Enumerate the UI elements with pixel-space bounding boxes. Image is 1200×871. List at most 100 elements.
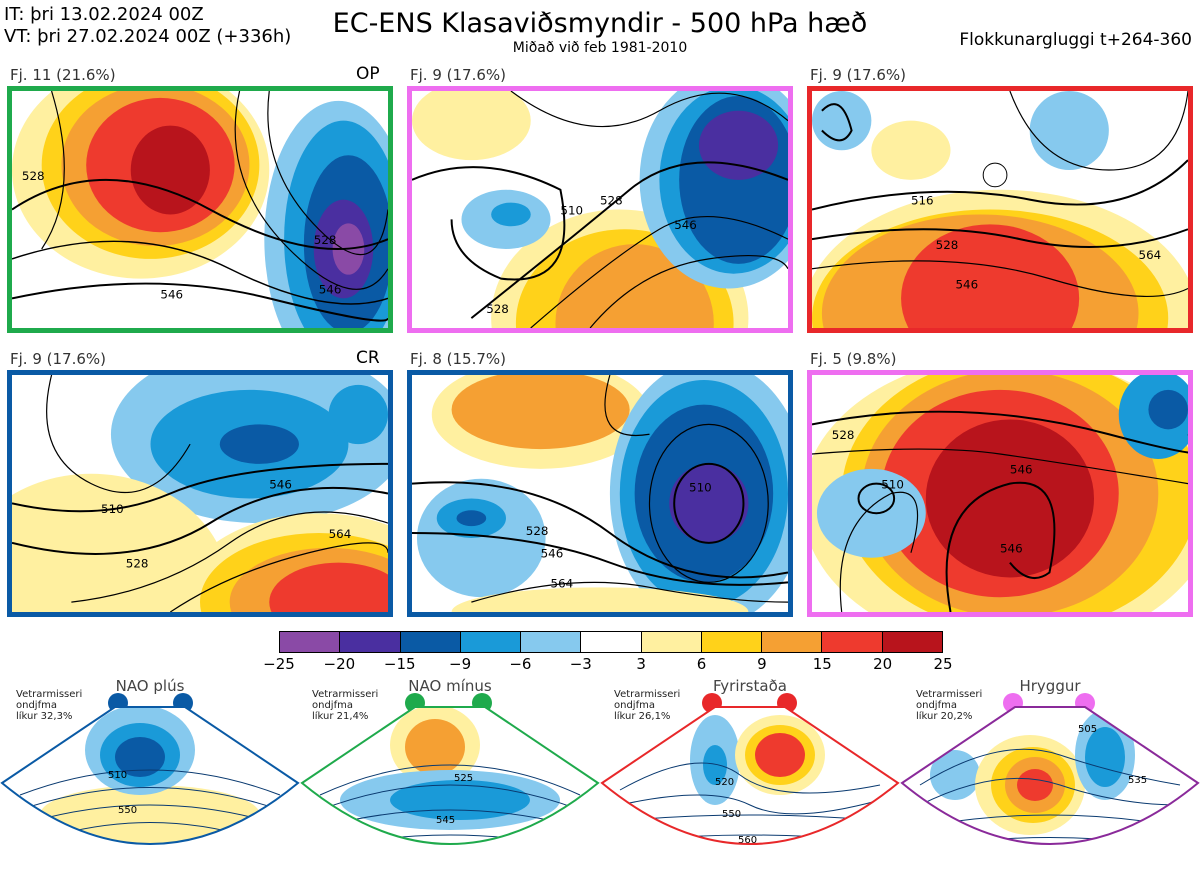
colorbar-swatch xyxy=(641,632,702,652)
contour-label: 510 xyxy=(101,502,124,516)
contour-label: 546 xyxy=(1000,542,1023,556)
regime-note-line: Vetrarmisseri xyxy=(614,689,681,700)
contour-label: 528 xyxy=(126,557,149,571)
contour-label: 528 xyxy=(22,169,45,183)
colorbar-swatch xyxy=(340,632,401,652)
colorbar-tick: 3 xyxy=(636,655,646,673)
cluster-map-6: 528 546 510 546 xyxy=(807,370,1193,617)
regime-map: 510 550 xyxy=(0,706,300,845)
regime-nao-plus: NAO plús Vetrarmisseri ondjfma líkur 32,… xyxy=(0,675,300,871)
colorbar: −25 −20 −15 −9 −6 −3 3 6 9 15 20 25 xyxy=(263,631,953,675)
regime-nao-minus: NAO mínus Vetrarmisseri ondjfma líkur 21… xyxy=(300,675,600,871)
colorbar-tick: −20 xyxy=(323,655,356,673)
contour-label: 546 xyxy=(541,547,564,561)
regime-title: NAO plús xyxy=(115,677,185,695)
contour-label: 545 xyxy=(436,815,455,826)
colorbar-tick: −25 xyxy=(263,655,295,673)
contour-label: 510 xyxy=(108,770,127,781)
colorbar-tick: −9 xyxy=(449,655,472,673)
cluster-map-3: 516 528 546 564 xyxy=(807,86,1193,333)
contour-label: 546 xyxy=(955,278,978,292)
regime-title: Hryggur xyxy=(1019,677,1081,695)
regime-note-line: Vetrarmisseri xyxy=(16,689,83,700)
contour-label: 550 xyxy=(118,805,137,816)
classification-window: Flokkunargluggi t+264-360 xyxy=(959,30,1192,50)
colorbar-swatch xyxy=(762,632,823,652)
regime-note-line: ondjfma xyxy=(614,700,655,711)
contour-label: 528 xyxy=(936,238,959,252)
regime-note-line: líkur 26,1% xyxy=(614,711,671,722)
contour-label: 525 xyxy=(454,773,473,784)
contour-label: 528 xyxy=(526,524,549,538)
colorbar-tick: 9 xyxy=(757,655,767,673)
page-subtitle: Miðað við feb 1981-2010 xyxy=(512,40,688,56)
colorbar-swatch xyxy=(400,632,461,652)
panel-6-label: Fj. 5 (9.8%) xyxy=(810,350,897,368)
colorbar-tick: 15 xyxy=(812,655,832,673)
colorbar-swatch xyxy=(822,632,883,652)
contour-label: 528 xyxy=(600,194,623,208)
cluster-map-1: 528 546 528 546 xyxy=(7,86,393,333)
regime-note: Vetrarmisseri ondjfma líkur 20,2% xyxy=(916,689,982,722)
anomaly-map-3: 516 528 546 564 xyxy=(812,91,1188,328)
page-title: EC-ENS Klasaviðsmyndir - 500 hPa hæð xyxy=(332,8,868,39)
contour-label: 546 xyxy=(319,282,342,296)
cluster-map-2: 528 546 510 528 xyxy=(407,86,793,333)
colorbar-tick: 25 xyxy=(933,655,953,673)
regime-note: Vetrarmisseri ondjfma líkur 26,1% xyxy=(614,689,680,722)
regime-blocking: Fyrirstaða Vetrarmisseri ondjfma líkur 2… xyxy=(600,675,900,871)
header-times: IT: þri 13.02.2024 00Z VT: þri 27.02.202… xyxy=(4,4,291,48)
colorbar-tick: −3 xyxy=(569,655,592,673)
colorbar-tick: −6 xyxy=(509,655,532,673)
regime-note: Vetrarmisseri ondjfma líkur 21,4% xyxy=(312,689,378,722)
regime-note: Vetrarmisseri ondjfma líkur 32,3% xyxy=(16,689,82,722)
colorbar-swatch xyxy=(280,632,341,652)
contour-label: 510 xyxy=(881,478,904,492)
anomaly-map-6: 528 546 510 546 xyxy=(812,375,1188,612)
initial-time: IT: þri 13.02.2024 00Z xyxy=(4,4,204,25)
regime-note-line: Vetrarmisseri xyxy=(312,689,379,700)
contour-label: 564 xyxy=(551,576,574,590)
regime-note-line: Vetrarmisseri xyxy=(916,689,983,700)
contour-label: 564 xyxy=(329,527,352,541)
contour-label: 528 xyxy=(486,302,509,316)
contour-label: 520 xyxy=(715,777,734,788)
anomaly-map-1: 528 546 528 546 xyxy=(12,91,388,328)
colorbar-swatch xyxy=(581,632,642,652)
contour-label: 516 xyxy=(911,194,934,208)
contour-label: 565 xyxy=(448,849,467,860)
contour-label: 560 xyxy=(738,835,757,846)
regime-note-line: líkur 32,3% xyxy=(16,711,73,722)
contour-label: 535 xyxy=(1128,775,1147,786)
colorbar-tick: 20 xyxy=(873,655,893,673)
regime-map: 520 550 560 xyxy=(600,706,900,846)
colorbar-swatch xyxy=(701,632,763,652)
anomaly-map-2: 528 546 510 528 xyxy=(412,91,788,328)
valid-time: VT: þri 27.02.2024 00Z (+336h) xyxy=(4,26,292,47)
regime-map: 525 545 565 xyxy=(300,706,600,860)
regime-note-line: ondjfma xyxy=(916,700,957,711)
regime-title: Fyrirstaða xyxy=(713,677,787,695)
panel-5-label: Fj. 8 (15.7%) xyxy=(410,350,506,368)
contour-label: 528 xyxy=(832,428,855,442)
contour-label: 546 xyxy=(269,478,292,492)
panel-2-label: Fj. 9 (17.6%) xyxy=(410,66,506,84)
colorbar-swatch xyxy=(460,632,522,652)
contour-label: 546 xyxy=(1010,463,1033,477)
anomaly-map-4: 510 528 546 564 xyxy=(12,375,388,612)
contour-label: 528 xyxy=(314,233,337,247)
colorbar-tick: 6 xyxy=(696,655,707,673)
cluster-map-5: 510 528 546 564 xyxy=(407,370,793,617)
panel-1-label: Fj. 11 (21.6%) xyxy=(10,66,116,84)
contour-label: 564 xyxy=(1139,248,1162,262)
contour-label: 505 xyxy=(1078,724,1097,735)
colorbar-swatch xyxy=(521,632,582,652)
colorbar-tick: −15 xyxy=(383,655,416,673)
cluster-map-4: 510 528 546 564 xyxy=(7,370,393,617)
regime-title: NAO mínus xyxy=(408,677,492,695)
panel-4-label: Fj. 9 (17.6%) xyxy=(10,350,106,368)
anomaly-map-5: 510 528 546 564 xyxy=(412,375,788,612)
regime-note-line: líkur 20,2% xyxy=(916,711,973,722)
regime-note-line: líkur 21,4% xyxy=(312,711,369,722)
panel-1-tag: OP xyxy=(356,64,380,84)
